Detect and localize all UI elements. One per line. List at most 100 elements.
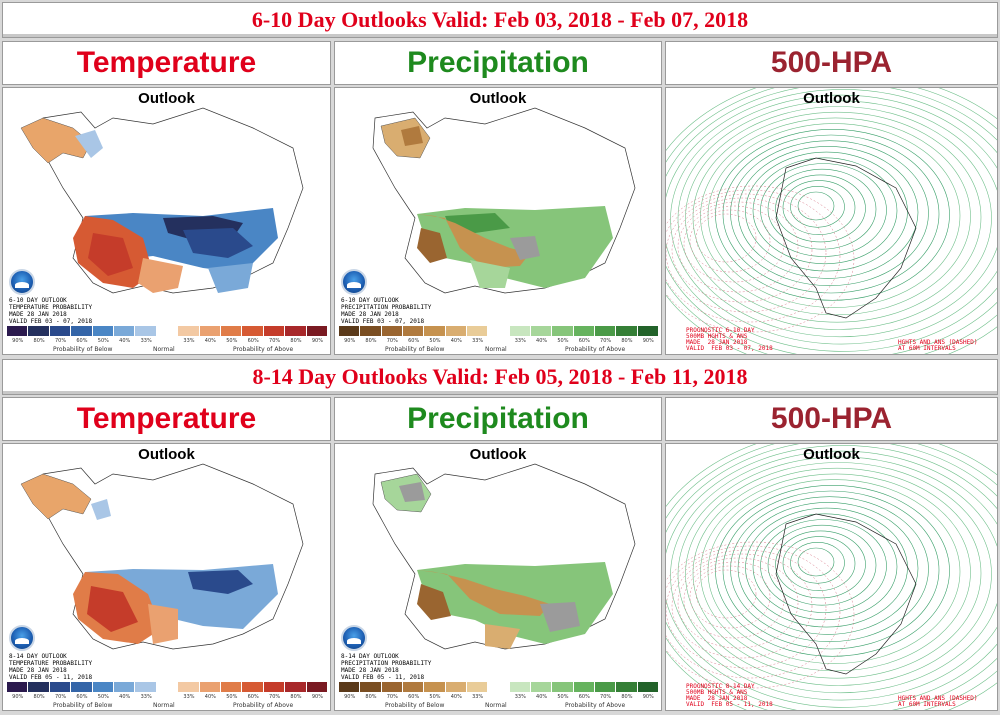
- legend-swatch: [92, 326, 115, 336]
- height-contour: [685, 106, 992, 330]
- legend-swatch: [339, 326, 361, 336]
- height-contour: [677, 456, 997, 694]
- legend-tick-label: 33%: [183, 338, 195, 344]
- legend-ticks-temp-6-10: 90% 80% 70% 60% 50% 40% 33% 33% 40% 50% 60% 70% 80% 9…: [7, 338, 328, 344]
- legend-tick-label: 60%: [578, 338, 590, 344]
- legend-tick-label: 80%: [621, 694, 633, 700]
- legend-swatch: [306, 326, 329, 336]
- height-contour: [707, 479, 961, 664]
- header-temperature-6-10: Temperature: [2, 41, 331, 85]
- precipitation-map-8-14[interactable]: 8-14 DAY OUTLOOK PRECIPITATION PROBABILI…: [334, 443, 662, 711]
- legend-tick-label: 60%: [247, 694, 259, 700]
- hpa-info-left-line-3: MADE 28 JAN 2018: [686, 339, 748, 346]
- legend-tick-label: 70%: [54, 694, 67, 700]
- prec-info-line-3: MADE 28 JAN 2018: [341, 667, 399, 674]
- legend-tick-label: 60%: [408, 694, 420, 700]
- legend-tick-label: 70%: [54, 338, 67, 344]
- legend-tick-label: [488, 694, 509, 700]
- legend-tick-label: 60%: [247, 338, 259, 344]
- height-contour: [700, 117, 971, 316]
- 500hpa-contour-graphic-6-10: [666, 88, 997, 354]
- legend-swatch: [445, 682, 467, 692]
- temp-info-line-3: MADE 28 JAN 2018: [9, 667, 67, 674]
- temp-info-line-4: VALID FEB 03 - 07, 2018: [9, 318, 92, 325]
- outlook-label-temp-8-14: Outlook: [138, 446, 195, 463]
- precipitation-legend-bar-8-14: [339, 682, 659, 692]
- legend-tick-label: 90%: [642, 338, 654, 344]
- height-contour: [737, 146, 919, 279]
- legend-tick-label: 70%: [600, 694, 612, 700]
- height-contour: [760, 519, 887, 613]
- legend-swatch: [156, 682, 179, 692]
- precipitation-map-6-10[interactable]: 6-10 DAY OUTLOOK PRECIPITATION PROBABILI…: [334, 87, 662, 355]
- legend-swatch: [552, 682, 574, 692]
- legend-tick-label: 90%: [642, 694, 654, 700]
- height-contour: [775, 530, 866, 599]
- prec-info-line-1: 6-10 DAY OUTLOOK: [341, 297, 399, 304]
- legend-swatch: [637, 326, 659, 336]
- legend-swatch: [616, 326, 638, 336]
- 500hpa-map-8-14[interactable]: Outlook PROGNOSTIC 8-14 DAY 500MB HGHTS …: [665, 443, 998, 711]
- legend-tick-label: 40%: [450, 694, 462, 700]
- banner-6-10-day: 6-10 Day Outlooks Valid: Feb 03, 2018 - …: [2, 2, 998, 38]
- legend-swatch: [135, 326, 157, 336]
- precipitation-legend-bar-6-10: [339, 326, 659, 336]
- prec-info-line-4: VALID FEB 03 - 07, 2018: [341, 318, 424, 325]
- height-contour: [737, 502, 919, 635]
- header-500hpa-8-14: 500-HPA: [665, 397, 998, 441]
- legend-swatch: [530, 682, 553, 692]
- legend-tick-label: 50%: [226, 694, 238, 700]
- legend-swatch: [7, 682, 29, 692]
- legend-normal-caption: Normal: [485, 346, 507, 353]
- legend-tick-label: 33%: [140, 338, 152, 344]
- legend-tick-label: 60%: [76, 338, 88, 344]
- legend-swatch: [114, 326, 136, 336]
- legend-tick-label: 80%: [365, 338, 377, 344]
- legend-swatch: [509, 682, 531, 692]
- coastline: [775, 157, 917, 319]
- temp-info-line-1: 8-14 DAY OUTLOOK: [9, 653, 67, 660]
- height-contour: [797, 191, 835, 221]
- legend-tick-label: 50%: [97, 694, 109, 700]
- temp-info-line-2: TEMPERATURE PROBABILITY: [9, 304, 92, 311]
- legend-tick-label: 90%: [12, 694, 24, 700]
- legend-tick-label: 90%: [311, 338, 323, 344]
- legend-tick-label: 80%: [621, 338, 633, 344]
- legend-tick-label: 70%: [600, 338, 612, 344]
- temperature-map-8-14[interactable]: 8-14 DAY OUTLOOK TEMPERATURE PROBABILITY…: [2, 443, 331, 711]
- legend-swatch: [156, 326, 179, 336]
- hpa-info-right-8-14: HGHTS AND ANS (DASHED) AT 60M INTERVALS: [898, 696, 977, 708]
- legend-swatch: [199, 682, 222, 692]
- legend-tick-label: 33%: [472, 338, 484, 344]
- precipitation-map-graphic-6-10: 6-10 DAY OUTLOOK PRECIPITATION PROBABILI…: [341, 107, 636, 325]
- legend-swatch: [7, 326, 29, 336]
- outlook-label-temp-6-10: Outlook: [138, 90, 195, 107]
- banner-8-14-day: 8-14 Day Outlooks Valid: Feb 05, 2018 - …: [2, 359, 998, 395]
- temp-info-line-2: TEMPERATURE PROBABILITY: [9, 660, 92, 667]
- 500hpa-map-6-10[interactable]: Outlook PROGNOSTIC 6-10 DAY 500MB HGHTS …: [665, 87, 998, 355]
- prec-info-line-2: PRECIPITATION PROBABILITY: [341, 304, 432, 311]
- height-contour: [782, 536, 856, 591]
- anomaly-contour: [671, 553, 813, 659]
- header-500hpa-6-10: 500-HPA: [665, 41, 998, 85]
- legend-tick-label: 90%: [311, 694, 323, 700]
- height-contour: [700, 473, 971, 672]
- height-contour: [692, 111, 982, 323]
- temperature-map-6-10[interactable]: 6-10 DAY OUTLOOK TEMPERATURE PROBABILITY…: [2, 87, 331, 355]
- height-contour: [760, 163, 887, 257]
- height-contour: [782, 180, 856, 235]
- legend-swatch: [594, 682, 617, 692]
- hpa-info-left-line-4: VALID FEB 05 - 11, 2018: [686, 701, 773, 708]
- noaa-logo-icon: [9, 269, 35, 295]
- height-contour: [752, 513, 898, 621]
- legend-normal-caption: Normal: [153, 346, 175, 353]
- height-contour: [797, 547, 835, 577]
- height-contour: [767, 168, 877, 250]
- height-contour: [767, 524, 877, 606]
- legend-swatch: [71, 682, 93, 692]
- legend-tick-label: 90%: [344, 338, 356, 344]
- legend-swatch: [402, 326, 425, 336]
- legend-swatch: [424, 326, 446, 336]
- anomaly-contour: [666, 541, 855, 689]
